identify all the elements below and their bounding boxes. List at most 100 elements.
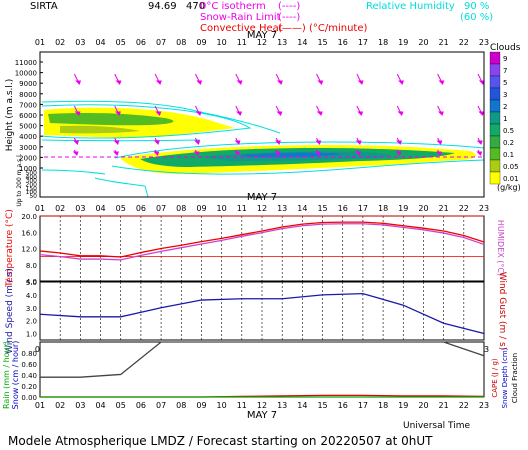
legend-convective: Convective Heat: [200, 23, 283, 34]
hour-label: 17: [358, 38, 368, 47]
height-tick-label: 9000: [19, 80, 37, 88]
wind-arrow-head: [315, 140, 322, 145]
legend-isotherm: 0°C isotherm: [200, 1, 266, 12]
rh-contours: [41, 100, 484, 197]
station-name: SIRTA: [30, 1, 58, 12]
cloud-layer-upper-core2: [60, 125, 140, 134]
rh-contour-upper: [41, 104, 252, 139]
height-tick-label: 8000: [19, 91, 37, 99]
hour-label: 21: [439, 401, 449, 410]
hour-axis-top: 01 02 03 04 05 06 07 08 09 10 11 12 13 14 15 16 17 18 19 20…: [35, 38, 489, 47]
y-tick-label: 3.0: [26, 305, 37, 313]
hour-label: 19: [398, 38, 408, 47]
cloud-layer-upper-core: [48, 113, 174, 126]
wind-arrow-head: [155, 111, 162, 116]
height-tick-label: 300: [26, 178, 38, 185]
wind-arrow-head: [196, 80, 203, 85]
date-label-bottom: MAY 7: [247, 410, 277, 421]
hour-label: 21: [439, 38, 449, 47]
cape-axis-label: CAPE (J / g): [491, 358, 499, 398]
hour-label: 09: [196, 204, 206, 213]
wind-arrow-head: [236, 80, 243, 85]
hour-label: 07: [156, 38, 166, 47]
hour-label: 12: [257, 204, 267, 213]
hour-label: 15: [317, 204, 327, 213]
hour-label: 01: [35, 38, 45, 47]
colorbar-level-label: 9: [503, 55, 507, 63]
height-tick-label: 6000: [19, 112, 37, 120]
height-axis-label: Height (m a.s.l.): [5, 79, 15, 152]
hour-label: 22: [459, 38, 469, 47]
hour-label: 15: [317, 38, 327, 47]
hour-label: 15: [317, 401, 327, 410]
hour-label: 09: [196, 401, 206, 410]
hour-label: 16: [338, 38, 348, 47]
wind-arrow-head: [438, 80, 445, 85]
wind-arrow-head: [234, 151, 241, 156]
height-tick-label: 4000: [19, 133, 37, 141]
hour-label: 06: [136, 204, 146, 213]
date-label-mid: MAY 7: [247, 192, 277, 203]
station-coords: 94.69: [148, 1, 177, 12]
hour-label: 10: [217, 38, 227, 47]
wind-arrow-head: [236, 111, 243, 116]
wind-arrow-head: [274, 140, 281, 145]
wind-arrow-head: [317, 80, 324, 85]
y-tick-label: 0.40: [21, 372, 37, 380]
wind-arrow-head: [396, 140, 402, 145]
temperature-series: [39, 221, 485, 261]
hour-label: 12: [257, 401, 267, 410]
y-tick-label: 0.20: [21, 383, 37, 391]
wind-arrow-head: [194, 140, 201, 145]
wind-series: [39, 292, 485, 335]
height-tick-label: 400: [26, 174, 38, 181]
wind-arrow-head: [355, 140, 362, 145]
hour-label: 18: [378, 38, 388, 47]
hour-label: 03: [75, 38, 85, 47]
series-line-temperature: [39, 221, 485, 258]
height-tick-label: 10000: [15, 70, 37, 78]
wind-arrow-head: [437, 111, 444, 116]
hour-label: 04: [95, 204, 105, 213]
wind-y-axis: 5.04.03.02.01.0: [26, 279, 37, 339]
rain-plot-area: [39, 341, 485, 398]
hour-label: 21: [439, 204, 449, 213]
snow-axis-label: Snow (cm / hour): [11, 341, 20, 410]
hour-label: 17: [358, 401, 368, 410]
universal-time-label: Universal Time: [403, 421, 470, 431]
temperature-y-axis: 20.0 16.0 12.0 8.0 4.0: [21, 213, 37, 286]
forecast-footer: Modele Atmospherique LMDZ / Forecast sta…: [8, 434, 433, 448]
y-tick-label: 0.80: [21, 350, 37, 358]
cloud-colorbar: Clouds 9 7 5 3 2 1 0.5 0.2 0.1 0.05 0.01 (g/kg): [489, 43, 521, 192]
hour-label: 01: [35, 204, 45, 213]
colorbar-swatch: [489, 75, 501, 89]
hour-label: 16: [338, 401, 348, 410]
hour-label: 06: [136, 401, 146, 410]
height-tick-label: 150: [26, 185, 38, 192]
hour-label: 13: [277, 38, 287, 47]
colorbar-swatch: [489, 63, 501, 77]
rh-contour-lower-bottom: [111, 159, 484, 175]
colorbar-level-label: 0.2: [503, 139, 514, 147]
height-tick-label: 2000: [19, 154, 37, 162]
legend-convective-symbol: (——) (°C/minute): [278, 23, 368, 34]
station-coords-tail: 470: [186, 1, 205, 12]
hour-label: 05: [116, 401, 126, 410]
y-tick-label: 4.0: [26, 278, 37, 286]
wind-arrow-head: [276, 80, 283, 85]
hour-label: 06: [136, 38, 146, 47]
colorbar-swatch: [489, 147, 501, 161]
wind-arrow-head: [115, 111, 121, 116]
hour-label: 12: [257, 38, 267, 47]
height-tick-label: 3000: [19, 144, 37, 152]
series-line-wind-speed: [39, 292, 485, 335]
y-tick-label: 12.0: [21, 246, 37, 254]
cloud-panel: 11000 10000 9000 8000 7000 6000 5000 4000 3000 20…: [5, 51, 485, 207]
hour-label: 23: [479, 204, 489, 213]
hour-label: 22: [459, 401, 469, 410]
hour-label: 22: [459, 204, 469, 213]
wind-arrow-head: [155, 80, 162, 85]
legend-rh-90: 90 %: [464, 1, 489, 12]
y-tick-label: 1.0: [26, 331, 37, 339]
